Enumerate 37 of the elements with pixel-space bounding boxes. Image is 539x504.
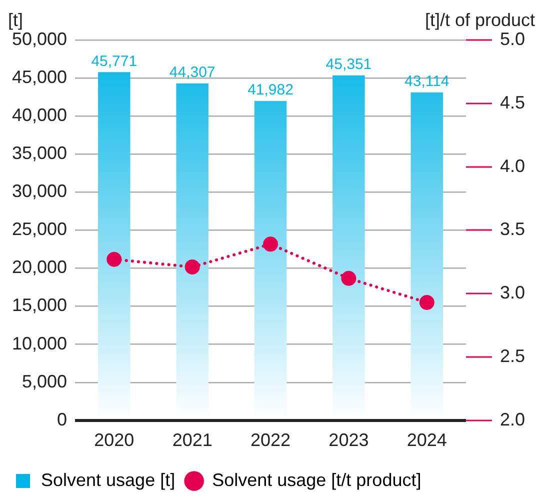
y2-tick-label: 4.5 (500, 92, 526, 112)
y-tick-label: 0 (57, 409, 68, 430)
y-tick-label: 5,000 (22, 371, 68, 392)
y-tick-label: 40,000 (12, 105, 68, 126)
data-label: 43,114 (404, 73, 450, 90)
y2-tick-label: 5.0 (500, 28, 526, 49)
point (106, 252, 122, 267)
y-tick-label: 10,000 (12, 333, 68, 354)
point (263, 236, 278, 252)
y-tick-label: 20,000 (12, 257, 68, 278)
y2-tick-label: 2.0 (500, 409, 526, 430)
y-tick-label: 50,000 (12, 28, 68, 49)
legend-label: Solvent usage [t] (41, 470, 176, 490)
x-tick-label: 2022 (250, 430, 291, 450)
y-tick-label: 45,000 (12, 67, 68, 88)
point (184, 259, 200, 274)
y-axis-title: [t] (8, 10, 24, 30)
x-tick-label: 2023 (328, 430, 369, 450)
point (341, 270, 356, 286)
x-tick-label: 2021 (172, 430, 212, 450)
legend-label: Solvent usage [t/t product] (212, 470, 422, 490)
y-tick-label: 35,000 (12, 143, 68, 164)
data-label: 45,771 (91, 52, 138, 70)
y2-tick-label: 4.0 (500, 156, 526, 176)
y2-tick-label: 3.5 (500, 219, 526, 240)
y-tick-label: 30,000 (12, 181, 68, 202)
data-label: 45,351 (326, 56, 372, 74)
x-tick-label: 2024 (406, 430, 447, 450)
y-tick-label: 25,000 (12, 219, 68, 240)
data-label: 44,307 (169, 64, 216, 81)
y-tick-label: 15,000 (12, 295, 68, 316)
y2-axis-title: [t]/t of product (424, 10, 535, 30)
y2-tick-label: 2.5 (500, 346, 526, 366)
point (419, 294, 434, 310)
x-tick-label: 2020 (94, 430, 134, 450)
data-label: 41,982 (248, 82, 294, 99)
y2-tick-label: 3.0 (500, 282, 526, 303)
